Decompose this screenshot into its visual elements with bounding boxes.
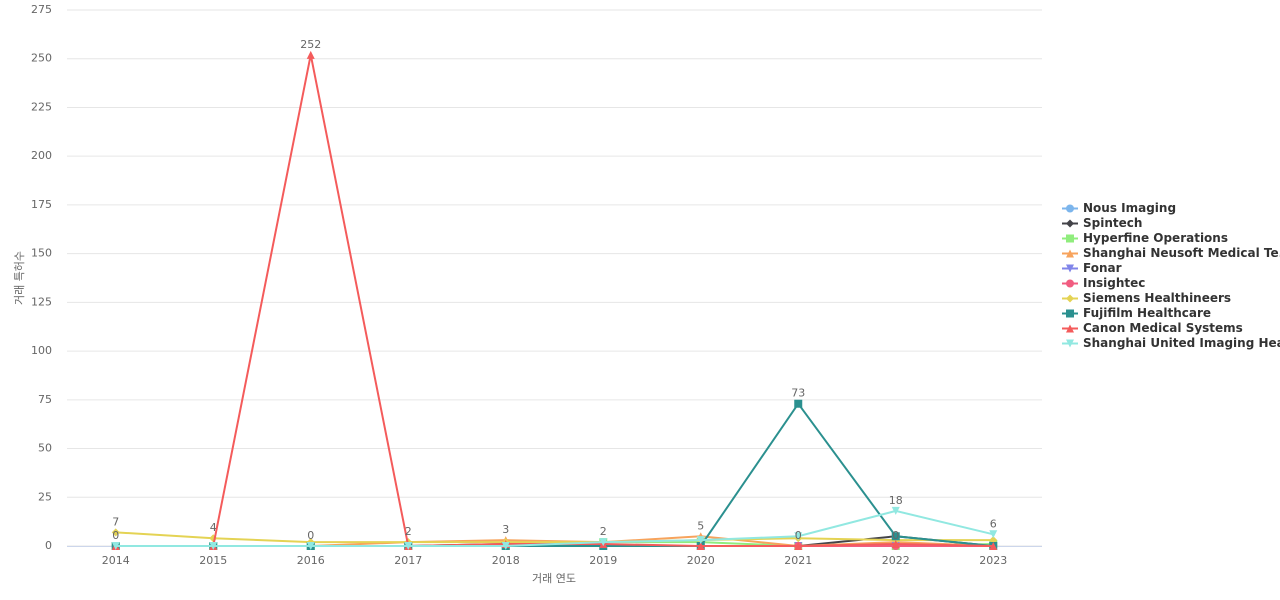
marker [1066,294,1074,303]
legend-text: Siemens Healthineers [1083,291,1231,305]
y-tick-label: 250 [31,52,52,65]
value-label: 0 [892,529,899,542]
x-tick-label: 2016 [297,554,325,567]
value-label: 7 [112,515,119,528]
legend-item[interactable]: Hyperfine Operations [1062,231,1228,245]
value-label: 3 [502,523,509,536]
x-tick-label: 2017 [394,554,422,567]
marker [209,542,218,550]
marker [696,542,705,550]
marker [501,542,510,550]
marker [989,530,998,539]
series-line [115,401,994,547]
x-tick-label: 2014 [102,554,130,567]
marker [891,532,900,541]
legend-item[interactable]: Fonar [1062,261,1122,275]
legend-text: Fujifilm Healthcare [1083,306,1211,320]
y-tick-label: 125 [31,295,52,308]
x-axis-title: 거래 연도 [532,572,576,585]
marker [111,542,120,550]
marker [111,528,120,537]
marker [794,542,803,550]
legend-text: Hyperfine Operations [1083,231,1228,245]
y-axis-title: 거래 특허수 [13,251,26,305]
y-tick-label: 150 [31,247,52,260]
value-label: 2 [600,525,607,538]
marker [696,536,705,545]
value-label: 6 [990,517,997,530]
x-tick-label: 2019 [589,554,617,567]
marker [1066,279,1074,288]
value-label: 252 [300,38,321,51]
series-line [115,509,994,547]
series [111,50,998,550]
legend-item[interactable]: Siemens Healthineers [1062,291,1231,305]
marker [599,538,608,547]
value-label: 0 [795,529,802,542]
x-tick-label: 2020 [687,554,715,567]
value-label: 5 [697,519,704,532]
marker [989,542,998,550]
legend-item[interactable]: Insightec [1062,276,1145,290]
marker [404,542,413,550]
value-label: 2 [405,525,412,538]
marker [1066,204,1074,213]
series [111,399,998,550]
y-tick-label: 225 [31,100,52,113]
x-tick-label: 2015 [199,554,227,567]
legend-item[interactable]: Spintech [1062,216,1142,230]
value-label: 73 [791,387,805,400]
legend-item[interactable]: Shanghai Neusoft Medical Te... [1062,246,1280,260]
value-label: 0 [307,529,314,542]
legend-item[interactable]: Nous Imaging [1062,201,1176,215]
x-tick-label: 2023 [979,554,1007,567]
legend-text: Shanghai United Imaging Hea... [1083,336,1280,350]
marker [891,506,900,515]
marker [306,50,315,59]
legend-item[interactable]: Fujifilm Healthcare [1062,306,1211,320]
value-label: 0 [112,529,119,542]
marker [1066,309,1074,318]
x-tick-label: 2021 [784,554,812,567]
marker [1066,234,1074,243]
marker [891,540,900,549]
marker [306,542,315,550]
marker [1066,219,1074,228]
y-tick-label: 0 [45,539,52,552]
x-tick-label: 2022 [882,554,910,567]
value-label: 18 [889,494,903,507]
legend-text: Shanghai Neusoft Medical Te... [1083,246,1280,260]
y-tick-label: 50 [38,442,52,455]
y-tick-label: 200 [31,149,52,162]
value-label: 4 [210,521,217,534]
marker [1066,249,1074,258]
legend-text: Spintech [1083,216,1142,230]
series-line [115,531,994,544]
marker [1066,339,1074,348]
legend-item[interactable]: Canon Medical Systems [1062,321,1243,335]
legend-text: Canon Medical Systems [1083,321,1243,335]
y-tick-label: 175 [31,198,52,211]
marker [1066,324,1074,333]
marker [794,532,803,541]
series [111,506,998,550]
legend-text: Fonar [1083,261,1122,275]
y-tick-label: 25 [38,490,52,503]
legend-text: Insightec [1083,276,1145,290]
marker [1066,264,1074,273]
y-tick-label: 75 [38,393,52,406]
y-tick-label: 275 [31,3,52,16]
x-tick-label: 2018 [492,554,520,567]
marker [794,399,803,408]
legend-text: Nous Imaging [1083,201,1176,215]
series-line [115,54,994,548]
legend-item[interactable]: Shanghai United Imaging Hea... [1062,336,1280,350]
y-tick-label: 100 [31,344,52,357]
